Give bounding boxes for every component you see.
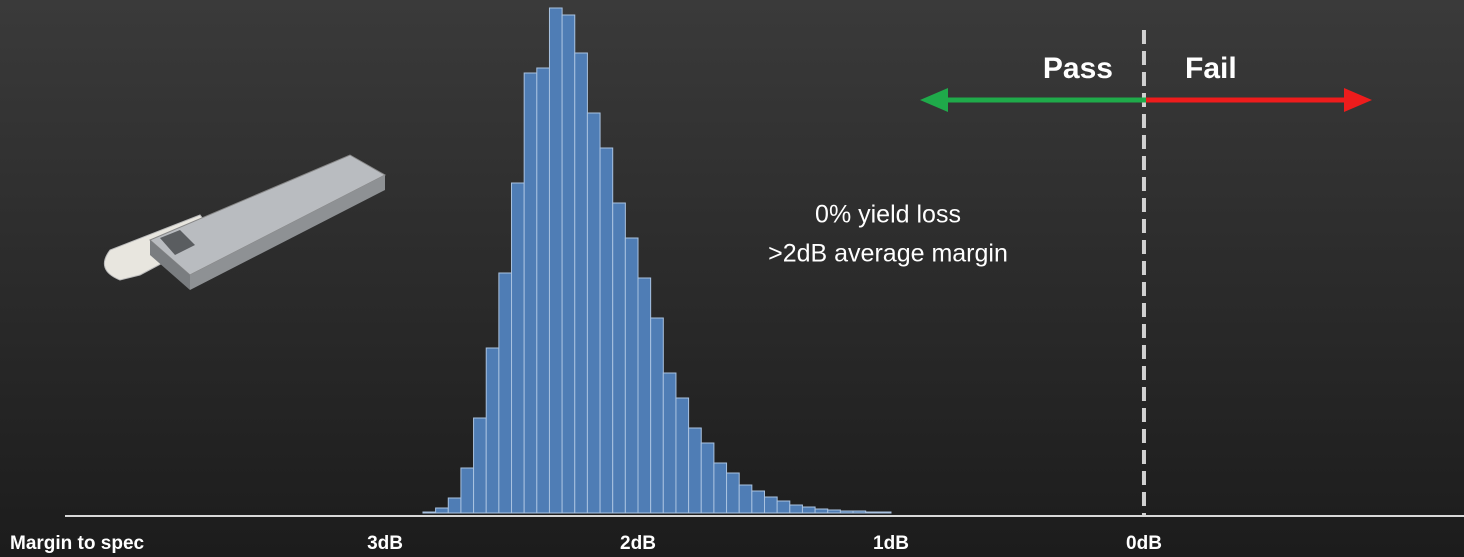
histogram-bar — [776, 500, 791, 514]
histogram-bar — [473, 417, 487, 514]
histogram-bar — [751, 490, 766, 514]
histogram-bar — [574, 52, 588, 514]
histogram-bar — [561, 14, 576, 514]
histogram-bar — [675, 397, 690, 514]
histogram-bar — [827, 509, 841, 514]
histogram-bar — [612, 202, 626, 514]
histogram-bar — [738, 484, 753, 514]
pass-arrow — [920, 88, 1146, 112]
fail-arrow — [1146, 88, 1372, 112]
histogram-bar — [814, 508, 829, 514]
x-tick-label: 3dB — [367, 533, 403, 554]
x-tick-label: 2dB — [620, 533, 656, 554]
histogram-bar — [650, 317, 664, 514]
annotation: 0% yield loss — [815, 201, 961, 229]
histogram-bar — [422, 511, 437, 514]
histogram-bar — [839, 510, 854, 514]
histogram-bar — [536, 67, 550, 514]
histogram-bar — [624, 237, 639, 514]
x-axis-label: Margin to spec — [10, 533, 145, 554]
annotation: >2dB average margin — [768, 240, 1008, 268]
module-image — [103, 154, 387, 290]
histogram-bar — [485, 347, 500, 514]
histogram-bar — [662, 372, 677, 514]
histogram-bar — [548, 7, 563, 514]
histogram-bar — [852, 510, 867, 514]
histogram-bar — [801, 506, 816, 514]
fail-label: Fail — [1185, 52, 1237, 85]
histogram-bar — [764, 496, 778, 514]
histogram-bar — [460, 467, 475, 514]
x-tick-label: 0dB — [1126, 533, 1162, 554]
pass-label: Pass — [1043, 52, 1113, 85]
histogram-bar — [700, 442, 715, 514]
histogram-bar — [599, 147, 614, 514]
histogram-bar — [435, 507, 449, 514]
histogram-bar — [688, 427, 702, 514]
histogram-bar — [713, 462, 728, 514]
histogram-bar — [511, 182, 525, 514]
histogram-bar — [498, 272, 513, 514]
histogram-bar — [789, 504, 803, 514]
histogram-bar — [523, 72, 538, 514]
histogram-bar — [447, 497, 462, 514]
histogram-bar — [865, 511, 879, 514]
histogram-bar — [637, 277, 652, 514]
histogram-bar — [877, 511, 892, 514]
histogram-bar — [586, 112, 601, 514]
histogram-bar — [726, 472, 740, 514]
x-tick-label: 1dB — [873, 533, 909, 554]
